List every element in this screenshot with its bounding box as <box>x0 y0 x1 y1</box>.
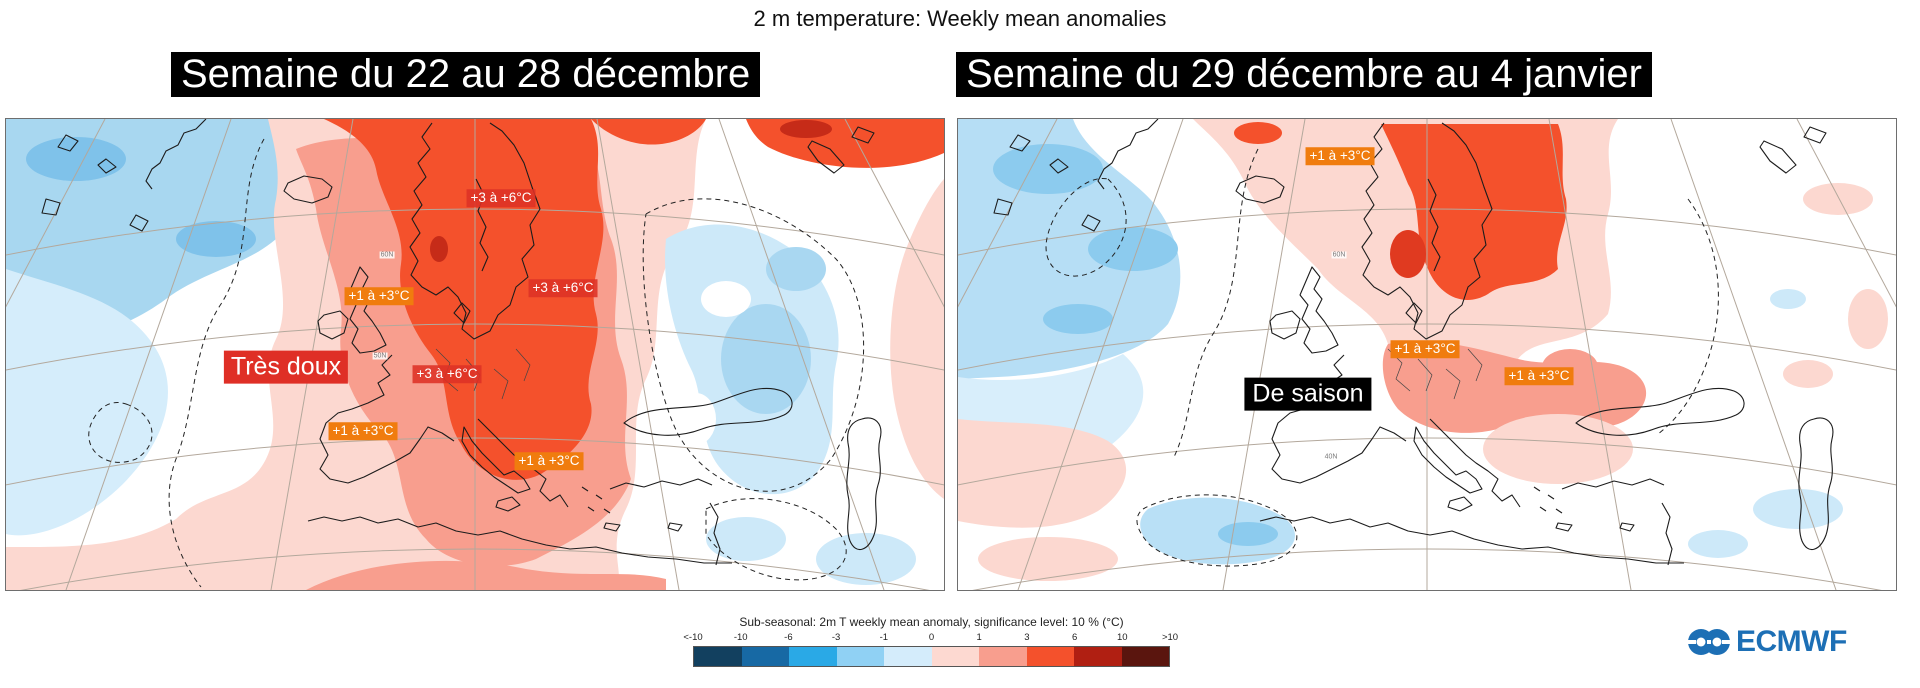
page-title: 2 m temperature: Weekly mean anomalies <box>753 6 1167 31</box>
legend-color-swatch <box>741 647 789 666</box>
map-annotation: +1 à +3°C <box>1305 147 1375 165</box>
legend-tick-label: >10 <box>1161 632 1179 643</box>
legend-tick-label: -10 <box>733 632 748 643</box>
map-annotation: +3 à +6°C <box>412 365 482 383</box>
map-annotation: De saison <box>1244 377 1372 411</box>
latitude-label: 60N <box>1331 251 1347 259</box>
map-week1-annotations: +3 à +6°C +3 à +6°C +3 à +6°C +1 à +3°C +1 à… <box>6 119 944 590</box>
map-annotation: +1 à +3°C <box>328 422 398 440</box>
legend-tick-label: 10 <box>1117 632 1128 643</box>
map-annotation: Très doux <box>223 350 349 384</box>
legend-color-swatch <box>1026 647 1074 666</box>
legend-color-swatch <box>694 647 742 666</box>
ecmwf-logo: ECMWF <box>1686 624 1847 660</box>
legend-tick-label: 1 <box>976 632 982 643</box>
map-annotation: +1 à +3°C <box>1390 340 1460 358</box>
map-week1: +3 à +6°C +3 à +6°C +3 à +6°C +1 à +3°C +1 à… <box>5 118 945 591</box>
map-annotation: +3 à +6°C <box>528 279 598 297</box>
legend-color-swatch <box>836 647 884 666</box>
map-week2: +1 à +3°C +1 à +3°C +1 à +3°C De saison 60N 4… <box>957 118 1897 591</box>
legend-color-swatch <box>884 647 932 666</box>
latitude-label: 50N <box>372 352 388 360</box>
map-annotation: +1 à +3°C <box>514 452 584 470</box>
legend-title: Sub-seasonal: 2m T weekly mean anomaly, … <box>739 615 1124 629</box>
legend-tick-label: 0 <box>928 632 935 643</box>
legend-tick-label: 6 <box>1071 632 1078 643</box>
legend-tick-label: -3 <box>831 632 841 643</box>
legend-ticks: <-10 -10 -6 -3 -1 0 1 3 6 10 >10 <box>683 632 1178 643</box>
legend-tick-label: <-10 <box>683 632 703 643</box>
legend-color-swatch <box>979 647 1027 666</box>
legend-color-swatch <box>1074 647 1122 666</box>
legend-tick-label: -6 <box>784 632 793 643</box>
panel-right-title: Semaine du 29 décembre au 4 janvier <box>956 52 1652 97</box>
legend-color-swatch <box>789 647 837 666</box>
map-annotation: +1 à +3°C <box>344 287 414 305</box>
legend-color-swatch <box>931 647 979 666</box>
map-week2-annotations: +1 à +3°C +1 à +3°C +1 à +3°C De saison 60N 4… <box>958 119 1896 590</box>
ecmwf-logo-text: ECMWF <box>1736 625 1847 658</box>
legend-colorbar <box>693 646 1170 667</box>
legend-tick-label: 3 <box>1024 632 1030 643</box>
legend-tick-label: -1 <box>879 632 889 643</box>
latitude-label: 40N <box>1323 453 1339 461</box>
latitude-label: 60N <box>379 251 395 259</box>
panel-left-title: Semaine du 22 au 28 décembre <box>171 52 761 97</box>
legend-color-swatch <box>1121 647 1169 666</box>
map-annotation: +3 à +6°C <box>466 189 536 207</box>
map-annotation: +1 à +3°C <box>1504 367 1574 385</box>
ecmwf-logo-icon <box>1686 629 1732 655</box>
